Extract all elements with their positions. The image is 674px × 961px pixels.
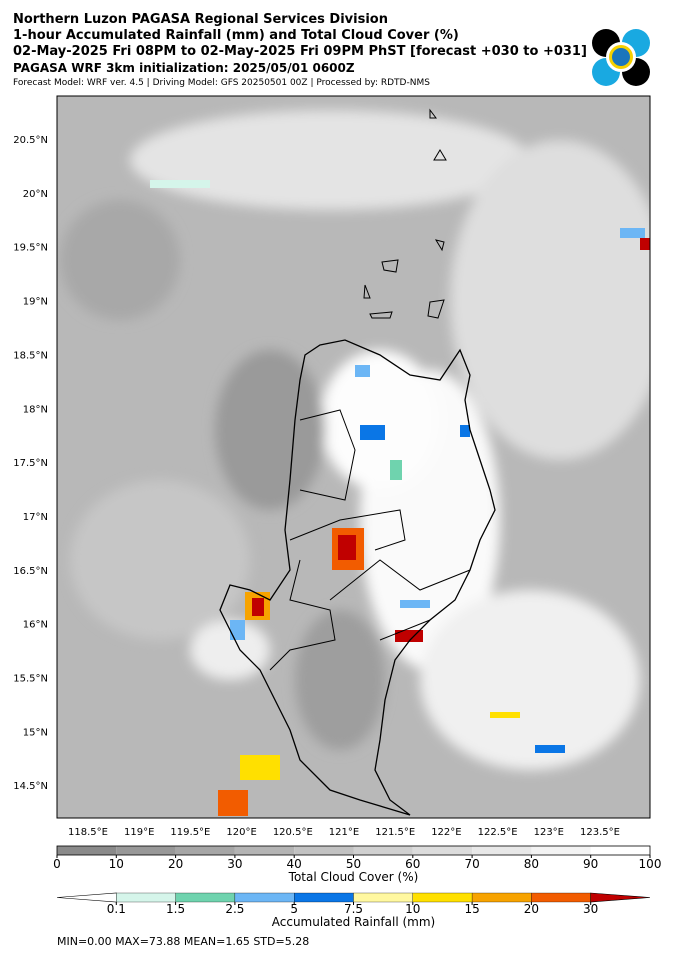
- subtitle: 1-hour Accumulated Rainfall (mm) and Tot…: [13, 28, 459, 43]
- lat-label: 17.5°N: [13, 458, 48, 469]
- lat-label: 15.5°N: [13, 674, 48, 685]
- cloud-bar-segment: [353, 846, 413, 855]
- rain-tick-label: 15: [464, 902, 479, 916]
- cloud-tick-label: 80: [524, 857, 539, 871]
- rain-cells: [150, 180, 650, 816]
- cloud-tick-label: 20: [168, 857, 183, 871]
- logo: [592, 29, 650, 86]
- lon-label: 120°E: [226, 827, 256, 838]
- init: PAGASA WRF 3km initialization: 2025/05/0…: [13, 61, 355, 75]
- cloud-tick-label: 0: [53, 857, 61, 871]
- cloud-tick-label: 50: [346, 857, 361, 871]
- cloud-bar-segment: [116, 846, 176, 855]
- rain-bar-segment: [294, 892, 354, 903]
- lon-label: 119.5°E: [170, 827, 210, 838]
- stats: MIN=0.00 MAX=73.88 MEAN=1.65 STD=5.28: [57, 935, 309, 948]
- rain-tick-label: 10: [405, 902, 420, 916]
- lat-label: 17°N: [23, 512, 48, 523]
- map-frame: [56, 95, 651, 819]
- cloud-bar-segment: [412, 846, 473, 855]
- cloud-tick-label: 10: [109, 857, 124, 871]
- rain-bar-segment: [353, 892, 413, 903]
- rain-bar-segment: [116, 892, 176, 903]
- rain-bar-segment: [531, 892, 591, 903]
- lon-label: 122.5°E: [478, 827, 518, 838]
- lat-label: 14.5°N: [13, 781, 48, 792]
- lon-label: 120.5°E: [273, 827, 313, 838]
- lat-label: 18.5°N: [13, 350, 48, 361]
- cloud-bar-segment: [294, 846, 354, 855]
- rain-bar-label: Accumulated Rainfall (mm): [272, 915, 435, 929]
- cloud-bar-segment: [175, 846, 235, 855]
- cloud-tick-label: 90: [583, 857, 598, 871]
- cloud-bar-segment: [57, 846, 117, 855]
- lon-label: 118.5°E: [68, 827, 108, 838]
- lon-label: 121.5°E: [375, 827, 415, 838]
- rain-bar-segment: [412, 892, 473, 903]
- lat-label: 19°N: [23, 297, 48, 308]
- lat-label: 20°N: [23, 189, 48, 200]
- lon-label: 123°E: [534, 827, 564, 838]
- cloud-tick-label: 30: [227, 857, 242, 871]
- lat-label: 19.5°N: [13, 243, 48, 254]
- lon-label: 122°E: [431, 827, 461, 838]
- rain-bar-segment: [471, 892, 532, 903]
- rain-tick-label: 5: [290, 902, 298, 916]
- cloud-tick-label: 40: [287, 857, 302, 871]
- cloud-tick-label: 60: [405, 857, 420, 871]
- lon-label: 121°E: [329, 827, 359, 838]
- rain-bar-segment: [234, 892, 295, 903]
- lat-label: 16°N: [23, 620, 48, 631]
- rain-tick-label: 20: [524, 902, 539, 916]
- cloud-bar-segment: [531, 846, 591, 855]
- model-info: Forecast Model: WRF ver. 4.5 | Driving M…: [13, 78, 430, 88]
- map: [57, 96, 650, 818]
- cloud-bar-segment: [234, 846, 295, 855]
- period: 02-May-2025 Fri 08PM to 02-May-2025 Fri …: [13, 44, 587, 59]
- lat-label: 18°N: [23, 404, 48, 415]
- lat-label: 16.5°N: [13, 566, 48, 577]
- rain-bar-segment: [175, 892, 236, 903]
- lat-label: 20.5°N: [13, 135, 48, 146]
- lon-label: 119°E: [124, 827, 154, 838]
- cloud-bar-segment: [590, 846, 650, 855]
- cloud-bar-segment: [472, 846, 532, 855]
- rain-tick-label: 1.5: [166, 902, 185, 916]
- rain-tick-label: 7.5: [344, 902, 363, 916]
- rain-bar-extend: [56, 892, 117, 903]
- cloud-tick-label: 100: [639, 857, 662, 871]
- cloud-bar-label: Total Cloud Cover (%): [288, 870, 419, 884]
- title: Northern Luzon PAGASA Regional Services …: [13, 12, 388, 27]
- lat-label: 15°N: [23, 727, 48, 738]
- cloud-tick-label: 70: [464, 857, 479, 871]
- rain-tick-label: 0.1: [107, 902, 126, 916]
- rain-bar-extend: [590, 892, 651, 903]
- lon-label: 123.5°E: [580, 827, 620, 838]
- rain-tick-label: 30: [583, 902, 598, 916]
- rain-tick-label: 2.5: [225, 902, 244, 916]
